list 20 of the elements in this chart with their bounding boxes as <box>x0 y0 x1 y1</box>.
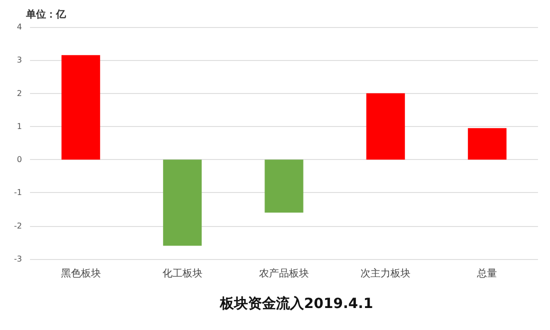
y-tick-label: -1 <box>14 188 22 198</box>
bar <box>163 160 202 246</box>
y-tick-label: -2 <box>14 221 22 230</box>
y-tick-label: 2 <box>16 88 22 98</box>
x-tick-label: 化工板块 <box>162 268 202 280</box>
x-tick-label: 总量 <box>476 268 498 280</box>
bar <box>468 128 507 160</box>
y-tick-label: 0 <box>16 155 22 164</box>
y-tick-label: 1 <box>16 122 22 131</box>
text: 板块资金流入2019.4.1 <box>219 295 374 312</box>
x-tick-label: 黑色板块 <box>60 268 101 280</box>
bar <box>366 93 405 160</box>
bar <box>61 55 100 160</box>
x-tick-label: 次主力板块 <box>360 268 411 280</box>
x-tick-label: 农产品板块 <box>259 268 309 280</box>
y-tick-label: -3 <box>14 254 22 264</box>
y-tick-label: 3 <box>16 56 22 65</box>
y-tick-label: 4 <box>16 22 22 32</box>
bar <box>264 160 304 213</box>
y-axis-title: 单位：亿 <box>25 8 67 20</box>
